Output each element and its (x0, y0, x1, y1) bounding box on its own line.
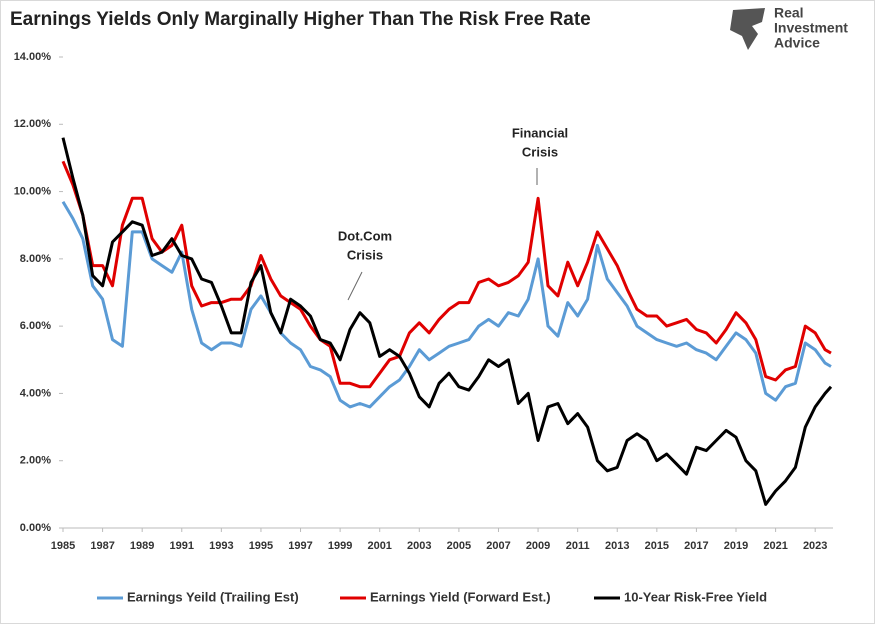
x-tick-label: 1993 (209, 540, 233, 552)
y-tick-label: 0.00% (20, 522, 51, 534)
x-tick-label: 2019 (724, 540, 748, 552)
annotation-arrow (347, 271, 363, 301)
annotation: Crisis (522, 144, 558, 159)
x-tick-label: 1997 (288, 540, 312, 552)
y-tick-label: 10.00% (14, 185, 52, 197)
chart-title: Earnings Yields Only Marginally Higher T… (10, 9, 591, 30)
x-tick-label: 2021 (763, 540, 787, 552)
x-tick-label: 1989 (130, 540, 154, 552)
x-tick-label: 2023 (803, 540, 827, 552)
y-tick-label: 14.00% (14, 51, 52, 63)
x-tick-label: 2009 (526, 540, 550, 552)
x-tick-label: 1987 (90, 540, 114, 552)
x-tick-label: 2011 (566, 540, 590, 552)
annotation: Financial (512, 125, 568, 140)
x-tick-label: 2005 (447, 540, 471, 552)
brand-text: Advice (774, 35, 820, 51)
x-tick-label: 2007 (486, 540, 510, 552)
annotation: Dot.Com (338, 228, 392, 243)
series-line (61, 200, 832, 409)
annotation: Crisis (347, 247, 383, 262)
legend-label: 10-Year Risk-Free Yield (624, 589, 767, 604)
logo-icon (730, 8, 765, 50)
brand-logo: Real Investment Advice (730, 5, 848, 51)
x-tick-label: 2015 (645, 540, 669, 552)
x-tick-label: 1985 (51, 540, 75, 552)
y-tick-label: 12.00% (14, 118, 52, 130)
y-tick-label: 6.00% (20, 320, 51, 332)
x-tick-label: 2001 (367, 540, 391, 552)
x-tick-label: 1999 (328, 540, 352, 552)
brand-text: Investment (774, 20, 848, 36)
x-tick-label: 2017 (684, 540, 708, 552)
y-tick-label: 2.00% (20, 455, 51, 467)
x-tick-label: 1991 (170, 540, 194, 552)
legend-label: Earnings Yield (Forward Est.) (370, 589, 551, 604)
y-tick-label: 4.00% (20, 387, 51, 399)
legend-label: Earnings Yeild (Trailing Est) (127, 589, 299, 604)
brand-text: Real (774, 5, 804, 21)
x-tick-label: 1995 (249, 540, 273, 552)
series-line (61, 137, 833, 506)
x-tick-label: 2003 (407, 540, 431, 552)
x-tick-label: 2013 (605, 540, 629, 552)
series-line (61, 160, 832, 389)
y-tick-label: 8.00% (20, 253, 51, 265)
